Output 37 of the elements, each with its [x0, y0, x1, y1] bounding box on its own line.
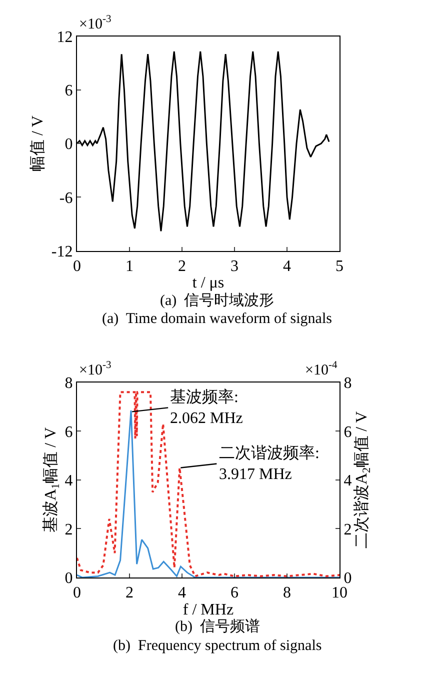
- y-tick-label: -6: [59, 190, 73, 207]
- y-tick-label: 0: [64, 570, 73, 588]
- annotation: 基波频率: 2.062 MHz: [170, 388, 243, 427]
- text: (a) Time domain waveform of signals: [102, 311, 332, 327]
- y-tick-label: 8: [64, 375, 73, 392]
- y2-tick-label: 6: [344, 424, 352, 441]
- text: (a) 信号时域波形: [160, 292, 274, 309]
- text: ×10$^{-3}$: [79, 14, 112, 32]
- y-tick-label: -12: [51, 243, 73, 260]
- y2-tick-label: 2: [344, 521, 352, 538]
- y2-tick-label: 4: [344, 472, 352, 490]
- x-tick-label: 3: [230, 258, 239, 275]
- text: ×10$^{-4}$: [305, 360, 338, 378]
- y-tick-label: 6: [64, 82, 73, 100]
- x-tick-label: 8: [283, 584, 292, 602]
- y-tick-label: 0: [64, 136, 73, 154]
- y-axis-title: 幅值 / V: [29, 115, 46, 172]
- y2-tick-label: 0: [344, 570, 352, 588]
- x-tick-label: 2: [125, 584, 134, 602]
- x-tick-label: 6: [230, 584, 239, 602]
- x-tick-label: 4: [178, 584, 186, 602]
- x-tick-label: 5: [336, 258, 344, 275]
- x-tick-label: 2: [178, 258, 186, 275]
- x-axis-title: t / μs: [192, 274, 224, 292]
- x-tick-label: 1: [125, 258, 134, 275]
- y-tick-label: 4: [64, 472, 73, 490]
- y-tick-label: 2: [64, 521, 73, 538]
- y2-tick-label: 8: [344, 375, 352, 392]
- y-tick-label: 6: [64, 424, 73, 441]
- y-tick-label: 12: [56, 28, 73, 46]
- x-tick-label: 10: [332, 584, 348, 602]
- x-tick-label: 4: [283, 258, 292, 275]
- annotation: 二次谐波频率: 3.917 MHz: [219, 444, 320, 483]
- text: ×10$^{-3}$: [79, 360, 112, 378]
- text: (b) Frequency spectrum of signals: [113, 638, 322, 654]
- x-axis-title: f / MHz: [182, 602, 234, 619]
- text: (b) 信号频谱: [175, 618, 260, 635]
